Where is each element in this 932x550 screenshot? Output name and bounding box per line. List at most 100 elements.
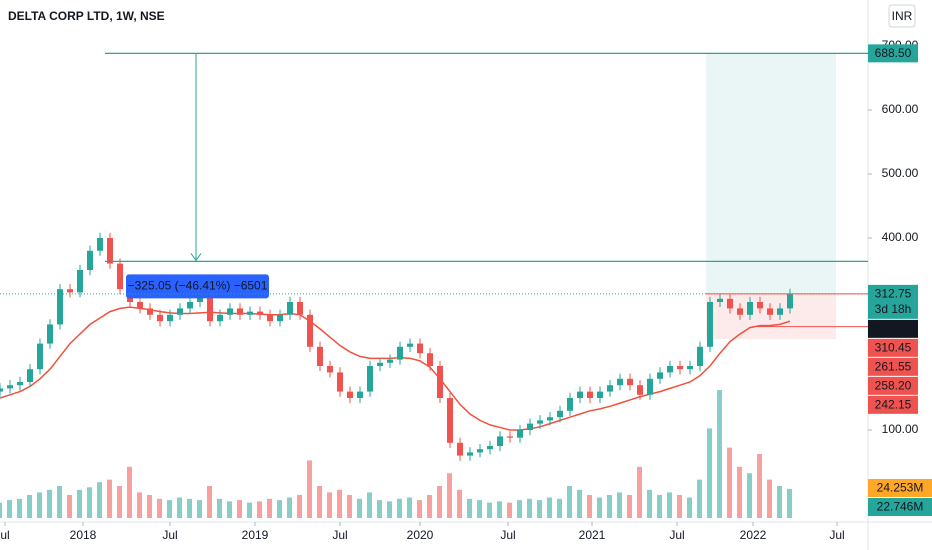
volume-bar: [127, 466, 132, 518]
volume-bar: [467, 498, 472, 518]
volume-bar: [137, 492, 142, 518]
candle-body: [567, 398, 573, 411]
candle-body: [107, 238, 113, 264]
candle-body: [67, 289, 73, 293]
volume-bar: [147, 494, 152, 518]
volume-bar: [67, 494, 72, 518]
candle-body: [457, 442, 463, 456]
candle-body: [717, 298, 723, 302]
volume-bar: [737, 466, 742, 518]
candle-body: [767, 308, 773, 315]
candle-body: [257, 311, 263, 315]
volume-label: 22.746M: [877, 500, 924, 514]
volume-bar: [637, 466, 642, 518]
volume-bar: [687, 497, 692, 518]
moving-average: [0, 306, 791, 431]
volume-bar: [267, 498, 272, 518]
volume-label-box: [868, 479, 932, 497]
candle-body: [167, 314, 173, 322]
price-label: 312.75: [875, 287, 912, 301]
y-tick-label: 100.00: [882, 422, 919, 436]
volume-bar: [227, 501, 232, 518]
x-tick-label: 2018: [70, 528, 97, 542]
volume-label-box: [868, 498, 932, 516]
candle-body: [367, 366, 373, 392]
candle-body: [87, 250, 93, 270]
volume-bar: [757, 454, 762, 518]
x-tick-label: 2019: [242, 528, 269, 542]
volume-bar: [577, 489, 582, 518]
volume-bar: [287, 497, 292, 518]
volume-bar: [357, 498, 362, 518]
candle-body: [217, 314, 223, 322]
price-label: 688.50: [875, 46, 912, 60]
candle-body: [507, 436, 513, 438]
volume-bar: [97, 482, 102, 518]
candle-body: [777, 308, 783, 315]
candle-body: [557, 410, 563, 418]
volume-bar: [787, 488, 792, 518]
volume-bar: [407, 497, 412, 518]
measure-label: −325.05 (−46.41%) −6501: [128, 279, 268, 293]
candle-body: [487, 446, 493, 450]
volume-bar: [527, 498, 532, 518]
candle-body: [447, 398, 453, 443]
candle-body: [47, 324, 53, 344]
candle-body: [407, 343, 413, 347]
candle-body: [637, 385, 643, 395]
price-label: 258.20: [875, 379, 912, 393]
volume-bar: [87, 487, 92, 518]
volume-bar: [667, 492, 672, 518]
volume-bar: [447, 473, 452, 518]
volume-bar: [377, 500, 382, 518]
volume-bar: [487, 502, 492, 518]
volume-bar: [537, 500, 542, 518]
candle-body: [17, 382, 23, 386]
volume-bar: [497, 501, 502, 518]
volume-bar: [477, 500, 482, 518]
candle-body: [157, 314, 163, 322]
x-tick-label: Jul: [829, 528, 844, 542]
arrow-head: [190, 253, 202, 262]
volume-bar: [557, 498, 562, 518]
candle-body: [177, 308, 183, 315]
price-label: 311.70: [875, 322, 911, 336]
candle-body: [77, 270, 83, 293]
candle-body: [297, 302, 303, 315]
candle-body: [707, 302, 713, 347]
volume-bar: [417, 500, 422, 518]
candle-body: [607, 385, 613, 392]
volume-label: 24.253M: [877, 481, 924, 495]
volume-bar: [7, 500, 12, 518]
volume-bar: [247, 502, 252, 518]
measure-label-box: [126, 274, 269, 299]
volume-bar: [207, 486, 212, 518]
volume-bar: [647, 489, 652, 518]
volume-bar: [157, 498, 162, 518]
candle-body: [627, 378, 633, 386]
currency-box[interactable]: [888, 4, 916, 28]
volume-bar: [657, 494, 662, 518]
volume-bar: [717, 390, 722, 518]
y-tick-label: 400.00: [882, 230, 919, 244]
candle-body: [187, 302, 193, 309]
volume-bar: [277, 500, 282, 518]
chart-title: DELTA CORP LTD, 1W, NSE: [8, 9, 165, 23]
volume-bar: [677, 494, 682, 518]
price-label-box: [868, 357, 918, 376]
volume-bar: [587, 494, 592, 518]
volume-bar: [627, 494, 632, 518]
candle-body: [317, 346, 323, 366]
candle-body: [377, 362, 383, 366]
candle-body: [577, 391, 583, 398]
candle-body: [517, 430, 523, 438]
y-tick-label: 500.00: [882, 166, 919, 180]
candle-body: [727, 298, 733, 309]
volume-bar: [257, 501, 262, 518]
candle-body: [307, 314, 313, 347]
candle-body: [437, 366, 443, 398]
x-tick-label: Jul: [500, 528, 515, 542]
candle-body: [267, 314, 273, 322]
candle-body: [287, 302, 293, 315]
candle-body: [247, 311, 253, 315]
